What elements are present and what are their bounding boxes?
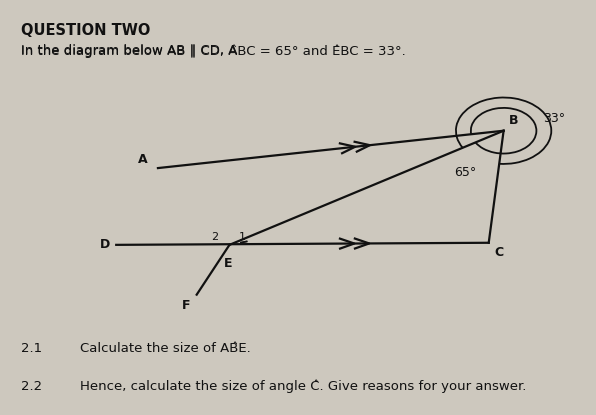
Text: Hence, calculate the size of angle Ĉ. Give reasons for your answer.: Hence, calculate the size of angle Ĉ. G… [80, 380, 527, 393]
Text: F: F [182, 299, 191, 312]
Text: 65°: 65° [454, 166, 477, 179]
Text: In the diagram below AB ∥ CD, ÂBC = 65° and ÊBC = 33°.: In the diagram below AB ∥ CD, ÂBC = 65°… [21, 44, 406, 58]
Text: B: B [508, 115, 518, 127]
Text: 2: 2 [211, 232, 218, 242]
Text: 2.1: 2.1 [21, 342, 42, 355]
Text: C: C [495, 246, 504, 259]
Text: A: A [138, 153, 147, 166]
Text: E: E [224, 257, 232, 270]
Text: 1: 1 [239, 232, 246, 242]
Text: Calculate the size of AB̂E.: Calculate the size of AB̂E. [80, 342, 251, 355]
Text: 33°: 33° [543, 112, 565, 124]
Text: In the diagram below AB ∥ CD, A: In the diagram below AB ∥ CD, A [21, 44, 237, 57]
Text: 2.2: 2.2 [21, 380, 42, 393]
Text: QUESTION TWO: QUESTION TWO [21, 23, 150, 38]
Text: D: D [100, 238, 110, 251]
